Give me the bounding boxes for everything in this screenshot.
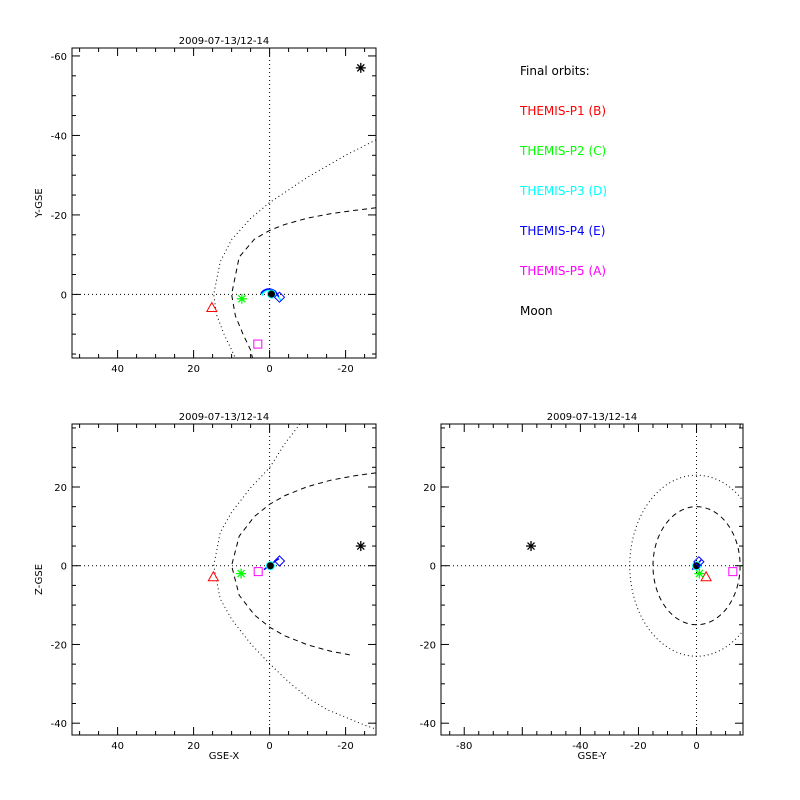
orbit-themis-p4-e [260,288,280,298]
bow-shock-boundary [213,139,376,358]
plot-area [441,424,743,735]
x-tick-label: -20 [630,741,646,752]
marker-moon [355,541,366,552]
legend-entry-p3: THEMIS-P3 (D) [520,184,608,198]
marker-themis-p3-d [267,289,276,299]
x-tick-label: 40 [111,741,124,752]
legend-entry-p1: THEMIS-P1 (B) [520,104,607,118]
marker-themis-p4-e [273,291,286,303]
marker-themis-p1-b [700,570,712,582]
y-axis-label: Y-GSE [34,188,45,218]
y-axis-label: Z-GSE [34,564,45,595]
legend-title: Final orbits: [520,64,590,78]
y-tick-label: -40 [51,131,67,142]
marker-moon [355,62,366,73]
x-tick-label: -20 [337,741,353,752]
y-tick-label: -20 [420,640,436,651]
marker-themis-p5-a [253,567,263,577]
panel-title: 2009-07-13/12-14 [547,412,638,423]
panel-3: -80 -40 -20 0 -40 -20 0 20 2009-07-13/12-14 GSE-Y [420,412,744,762]
marker-themis-p4-e [273,555,286,567]
legend-entry-moon: Moon [520,304,553,318]
marker-themis-p2-c [236,568,247,579]
panel-title: 2009-07-13/12-14 [179,412,270,423]
marker-moon [526,541,537,552]
panel-1: 40 20 0 -20 0 -20 -40 -60 2009-07-13/12-14 Y-GSE [34,36,377,375]
x-tick-label: -20 [337,364,353,375]
marker-themis-p1-b [207,570,220,582]
y-tick-label: 0 [61,290,67,301]
ticks: -80 -40 -20 0 -40 -20 0 20 [420,424,743,752]
panel-title: 2009-07-13/12-14 [179,36,270,47]
bow-shock-boundary [629,474,743,657]
panel-2: 40 20 0 -20 -40 -20 0 20 2009-07-13/12-14 GSE-X Z-… [34,412,377,762]
y-tick-label: 0 [430,562,436,573]
y-tick-label: -40 [420,719,436,730]
plot-frame [71,47,377,359]
y-tick-label: 20 [423,483,436,494]
y-tick-label: -60 [51,52,67,63]
y-tick-label: 20 [54,483,67,494]
y-tick-label: -20 [51,640,67,651]
ticks: 40 20 0 -20 0 -20 -40 -60 [51,48,376,375]
magnetopause-boundary [231,207,376,358]
marker-themis-p2-c [236,293,247,304]
y-tick-label: -40 [51,719,67,730]
x-tick-label: 20 [187,364,200,375]
x-tick-label: 0 [693,741,699,752]
x-tick-label: -80 [456,741,472,752]
marker-themis-p5-a [728,567,738,577]
marker-themis-p5-a [253,339,263,349]
plot-area [72,48,376,358]
ticks: 40 20 0 -20 -40 -20 0 20 [51,424,376,752]
y-tick-label: 0 [61,562,67,573]
legend-entry-p5: THEMIS-P5 (A) [520,264,607,278]
marker-themis-p2-c [694,568,705,579]
plot-area [72,424,376,735]
bow-shock-boundary [213,424,376,730]
x-axis-label: GSE-X [209,751,240,762]
x-axis-label: GSE-Y [578,751,608,762]
magnetopause-boundary [652,506,741,626]
plot-frame [71,423,377,736]
y-tick-label: -20 [51,211,67,222]
marker-themis-p4-e [693,556,705,568]
legend-entry-p2: THEMIS-P2 (C) [520,144,607,158]
legend-entry-p4: THEMIS-P4 (E) [520,224,606,238]
plot-frame [440,423,744,736]
x-tick-label: 40 [111,364,124,375]
x-tick-label: 0 [266,364,272,375]
x-tick-label: -40 [572,741,588,752]
x-tick-label: 20 [187,741,200,752]
marker-themis-p3-d [265,561,275,571]
magnetopause-boundary [231,472,376,656]
marker-themis-p1-b [205,301,218,313]
x-tick-label: 0 [266,741,272,752]
